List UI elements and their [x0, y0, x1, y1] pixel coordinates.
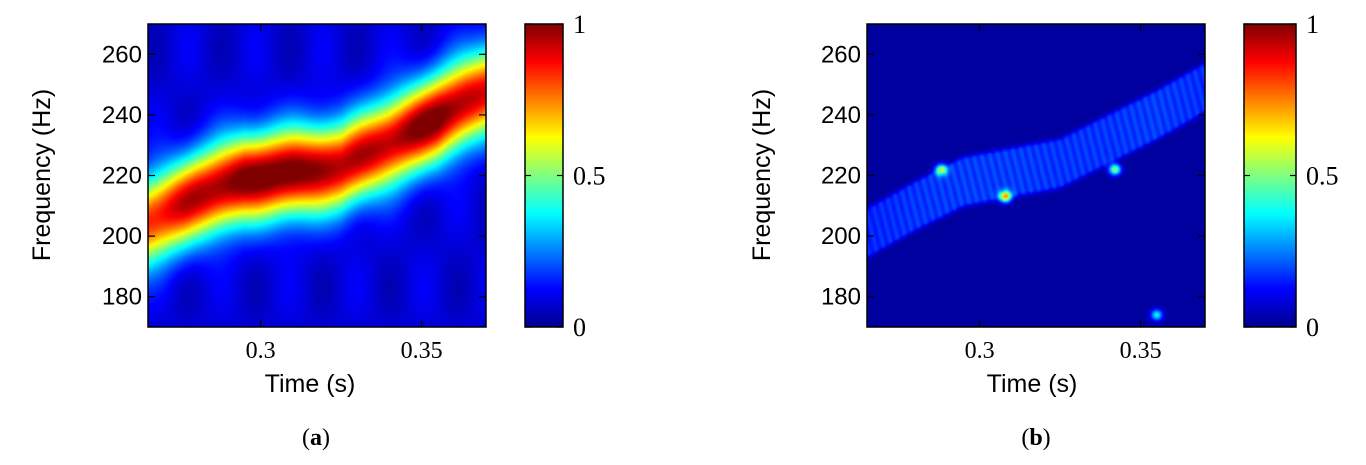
ytick-label-a: 240: [102, 102, 142, 129]
ylabel-a: Frequency (Hz): [28, 89, 56, 261]
colorbar-tick-label-a: 0.5: [573, 162, 606, 191]
xtick-label-b: 0.3: [965, 338, 995, 364]
panel-b: 180 200 220 240 260 0.3 0.35 Frequency (Hz) Ti…: [748, 10, 1339, 451]
ytick-label-b: 260: [821, 41, 861, 68]
panel-a: 180 200 220 240 260 0.3 0.35 Frequency (Hz) Ti…: [28, 10, 606, 451]
ytick-label-a: 180: [102, 284, 142, 311]
colorbar-ticks-b: 00.51: [1244, 10, 1339, 342]
xtick-label-b: 0.35: [1120, 338, 1162, 364]
ytick-label-a: 260: [102, 41, 142, 68]
colorbar-tick-label-a: 1: [573, 10, 586, 39]
colorbar-tick-label-b: 0: [1306, 313, 1319, 342]
ytick-label-b: 180: [821, 284, 861, 311]
colorbar-tick-label-b: 1: [1306, 10, 1319, 39]
ytick-label-a: 220: [102, 163, 142, 190]
heatmap-b-image: [867, 24, 1205, 327]
colorbar-b: [1243, 23, 1297, 328]
panel-letter-a: a: [310, 425, 322, 451]
colorbar-ticks-a: 00.51: [525, 10, 606, 342]
ytick-label-b: 200: [821, 223, 861, 250]
panel-letter-b: b: [1029, 425, 1042, 451]
axis-ticks-b: 180 200 220 240 260 0.3 0.35: [821, 24, 1205, 364]
panel-label-a: (a): [302, 425, 330, 451]
colorbar-tick-label-b: 0.5: [1306, 162, 1339, 191]
ytick-label-a: 200: [102, 223, 142, 250]
xtick-label-a: 0.3: [246, 338, 276, 364]
xlabel-a: Time (s): [265, 370, 356, 398]
ytick-label-b: 240: [821, 102, 861, 129]
ylabel-b: Frequency (Hz): [748, 89, 776, 261]
xtick-label-a: 0.35: [401, 338, 443, 364]
panel-label-b: (b): [1021, 425, 1050, 451]
heatmap-a-image: [148, 24, 486, 327]
ytick-label-b: 220: [821, 163, 861, 190]
colorbar-tick-label-a: 0: [573, 313, 586, 342]
axis-ticks-a: 180 200 220 240 260 0.3 0.35: [102, 24, 486, 364]
xlabel-b: Time (s): [987, 370, 1078, 398]
colorbar-a: [524, 23, 564, 328]
